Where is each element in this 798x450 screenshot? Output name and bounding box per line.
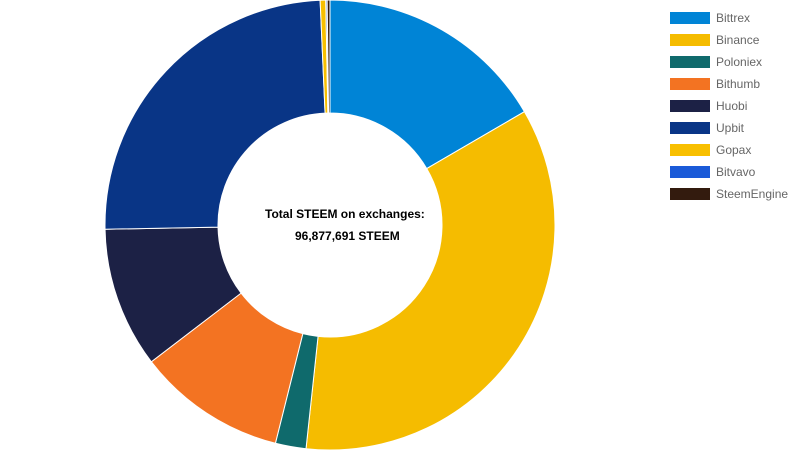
legend-swatch [670,12,710,24]
legend-swatch [670,122,710,134]
doughnut-chart: Total STEEM on exchanges: 96,877,691 STE… [104,0,556,450]
legend-swatch [670,166,710,178]
legend-item-steemengine[interactable]: SteemEngine [670,183,798,205]
center-title: Total STEEM on exchanges: [265,207,425,221]
legend-item-gopax[interactable]: Gopax [670,139,798,161]
doughnut-chart-svg [104,0,556,450]
legend-swatch [670,100,710,112]
legend-swatch [670,144,710,156]
legend-swatch [670,34,710,46]
legend-label: Gopax [716,143,752,157]
legend-swatch [670,56,710,68]
slice-steemengine[interactable] [326,0,331,114]
legend-label: Huobi [716,99,748,113]
chart-legend: Bittrex Binance Poloniex Bithumb Huobi U… [670,7,798,205]
legend-item-bitvavo[interactable]: Bitvavo [670,161,798,183]
legend-label: Upbit [716,121,745,135]
slice-binance[interactable] [305,111,556,450]
legend-label: Bittrex [716,11,751,25]
legend-item-bittrex[interactable]: Bittrex [670,7,798,29]
slice-bittrex[interactable] [329,0,526,170]
legend-item-upbit[interactable]: Upbit [670,117,798,139]
legend-swatch [670,78,710,90]
legend-item-binance[interactable]: Binance [670,29,798,51]
legend-label: Bithumb [716,77,761,91]
legend-item-bithumb[interactable]: Bithumb [670,73,798,95]
legend-swatch [670,188,710,200]
center-value: 96,877,691 STEEM [295,229,400,243]
legend-label: SteemEngine [716,187,789,201]
legend-label: Poloniex [716,55,763,69]
legend-item-huobi[interactable]: Huobi [670,95,798,117]
legend-label: Binance [716,33,760,47]
legend-label: Bitvavo [716,165,756,179]
legend-item-poloniex[interactable]: Poloniex [670,51,798,73]
slice-upbit[interactable] [104,0,326,230]
